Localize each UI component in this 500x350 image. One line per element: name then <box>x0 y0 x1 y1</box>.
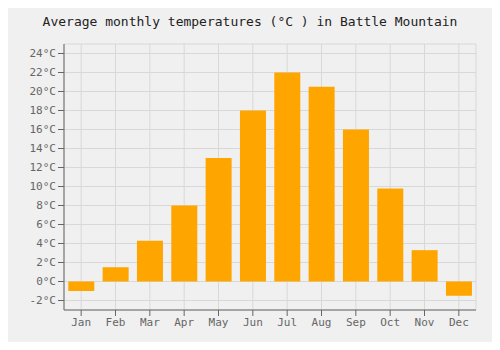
svg-text:Jan: Jan <box>71 316 91 329</box>
svg-text:Feb: Feb <box>106 316 126 329</box>
svg-text:16°C: 16°C <box>30 123 57 136</box>
svg-text:10°C: 10°C <box>30 180 57 193</box>
svg-text:14°C: 14°C <box>30 142 57 155</box>
svg-text:-2°C: -2°C <box>30 294 57 307</box>
svg-text:Sep: Sep <box>346 316 366 329</box>
svg-text:24°C: 24°C <box>30 47 57 60</box>
svg-text:4°C: 4°C <box>36 237 56 250</box>
svg-text:Jul: Jul <box>277 316 297 329</box>
svg-text:Nov: Nov <box>415 316 435 329</box>
svg-text:May: May <box>209 316 229 329</box>
svg-text:8°C: 8°C <box>36 199 56 212</box>
svg-text:0°C: 0°C <box>36 275 56 288</box>
svg-text:12°C: 12°C <box>30 161 57 174</box>
svg-text:22°C: 22°C <box>30 66 57 79</box>
svg-text:Dec: Dec <box>449 316 469 329</box>
svg-text:2°C: 2°C <box>36 256 56 269</box>
svg-text:20°C: 20°C <box>30 85 57 98</box>
html-text:Average monthly temperatures (: Average monthly temperatures (°C ) in Ba… <box>42 14 458 29</box>
svg-text:18°C: 18°C <box>30 104 57 117</box>
svg-text:Mar: Mar <box>140 316 160 329</box>
svg-text:Oct: Oct <box>380 316 400 329</box>
svg-text:Aug: Aug <box>312 316 332 329</box>
svg-text:Jun: Jun <box>243 316 263 329</box>
svg-text:Apr: Apr <box>174 316 194 329</box>
svg-text:6°C: 6°C <box>36 218 56 231</box>
